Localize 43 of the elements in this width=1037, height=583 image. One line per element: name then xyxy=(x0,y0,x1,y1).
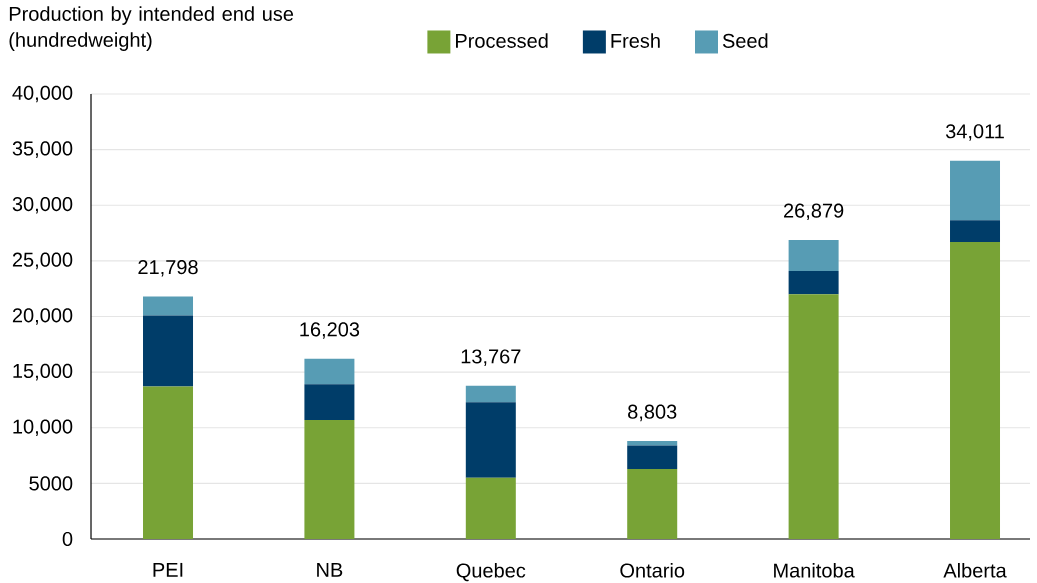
total-label: 8,803 xyxy=(628,404,677,422)
bar xyxy=(788,239,839,271)
bar xyxy=(143,386,194,539)
legend-label: Fresh xyxy=(611,33,660,48)
bar xyxy=(950,241,1001,539)
legend-label: Processed xyxy=(456,33,548,48)
x-tick-label: Ontario xyxy=(620,562,685,578)
bar xyxy=(465,402,516,478)
total-label: 26,879 xyxy=(784,203,844,221)
bar xyxy=(627,441,678,446)
bar xyxy=(143,296,194,316)
y-tick-label: 10,000 xyxy=(13,419,73,437)
total-label: 21,798 xyxy=(138,260,198,277)
y-tick-label: 0 xyxy=(62,531,73,547)
y-tick-label: 15,000 xyxy=(13,363,73,381)
bar xyxy=(304,419,355,539)
bar xyxy=(465,477,516,539)
y-tick-label: 25,000 xyxy=(12,252,73,270)
bar xyxy=(788,294,839,539)
y-axis-title: Production by intended end use (hundredweight) xyxy=(9,6,294,51)
y-tick-label: 20,000 xyxy=(12,308,73,325)
y-tick-label: 40,000 xyxy=(12,85,73,103)
x-tick-label: Quebec xyxy=(456,562,526,582)
legend-label: Seed xyxy=(722,33,768,48)
bar xyxy=(627,445,678,469)
x-tick-label: PEI xyxy=(153,562,183,577)
total-label: 34,011 xyxy=(945,124,1004,141)
x-tick-label: Manitoba xyxy=(774,562,855,578)
y-tick-label: 30,000 xyxy=(12,196,73,214)
bar xyxy=(627,468,678,539)
bar xyxy=(465,385,516,403)
bar xyxy=(788,270,839,295)
bar xyxy=(304,358,355,385)
y-tick-label: 35,000 xyxy=(12,141,73,158)
x-tick-label: NB xyxy=(317,562,343,577)
bar xyxy=(304,384,355,420)
y-tick-label: 5000 xyxy=(29,476,73,491)
bar xyxy=(950,160,1001,221)
total-label: 16,203 xyxy=(300,322,360,339)
total-label: 13,767 xyxy=(461,349,521,366)
bar xyxy=(950,220,1001,242)
x-tick-label: Alberta xyxy=(943,562,1007,578)
bar xyxy=(143,315,194,387)
